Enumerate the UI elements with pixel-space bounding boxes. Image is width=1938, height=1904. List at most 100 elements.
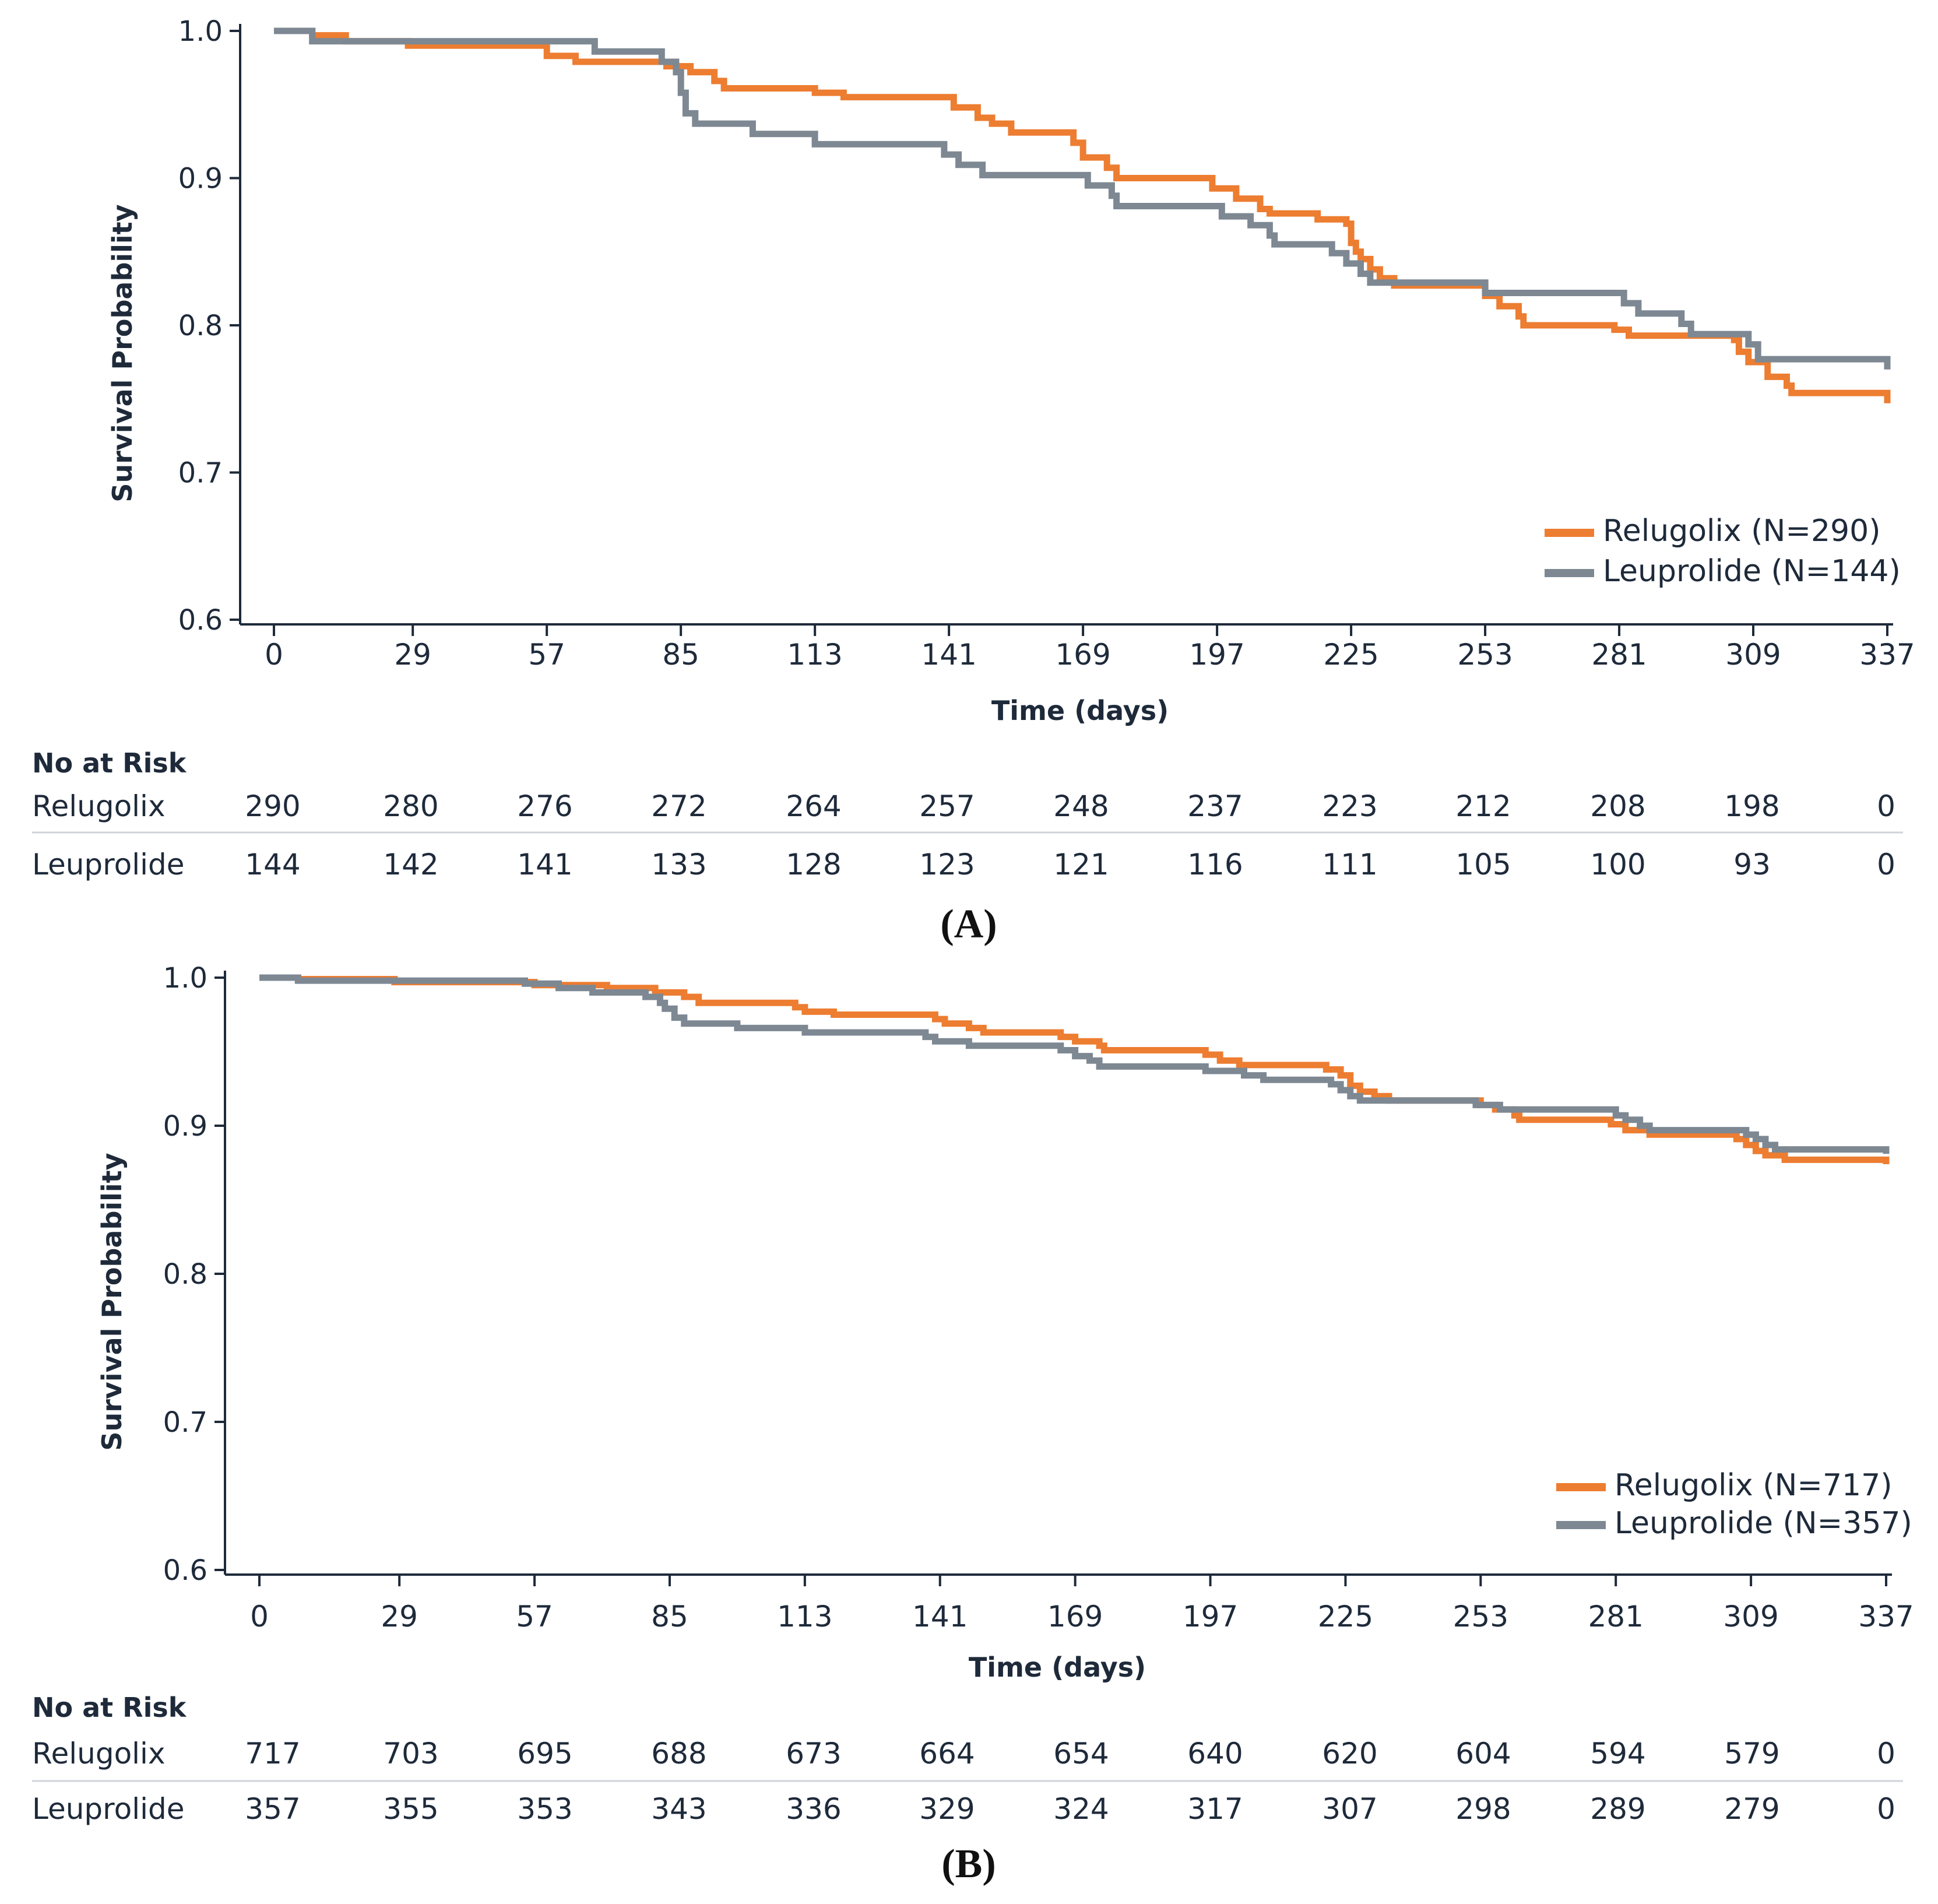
x-tick-label: 113 [777,1600,832,1633]
legend-label-relugolix: Relugolix (N=717) [1615,1468,1893,1503]
risk-value-relugolix: 664 [919,1737,975,1770]
risk-value-relugolix: 276 [517,789,572,823]
risk-value-leuprolide: 355 [383,1792,438,1826]
risk-value-relugolix: 280 [383,789,438,823]
risk-value-relugolix: 673 [786,1737,841,1770]
x-tick-label: 57 [516,1600,553,1633]
x-tick-label: 253 [1457,638,1513,672]
risk-value-leuprolide: 357 [245,1792,300,1826]
y-tick-label: 0.6 [163,1554,207,1587]
x-tick-label: 141 [912,1600,968,1633]
risk-value-relugolix: 717 [245,1737,300,1770]
y-tick-label: 1.0 [163,962,207,995]
risk-value-relugolix: 264 [786,789,841,823]
panel-a-xlabel: Time (days) [991,695,1169,726]
x-tick-label: 281 [1591,638,1647,672]
risk-value-relugolix: 640 [1187,1737,1243,1770]
panel-a-caption: (A) [940,902,997,947]
risk-value-leuprolide: 324 [1053,1792,1109,1826]
risk-value-relugolix: 237 [1187,789,1243,823]
x-tick-label: 85 [662,638,699,672]
x-tick-label: 113 [787,638,842,672]
risk-value-relugolix: 594 [1590,1737,1645,1770]
risk-value-leuprolide: 116 [1187,848,1243,881]
x-tick-label: 197 [1183,1600,1238,1633]
risk-value-leuprolide: 353 [517,1792,572,1826]
series-line-leuprolide [274,27,1891,370]
risk-value-leuprolide: 343 [651,1792,706,1826]
y-tick-label: 0.7 [178,457,223,490]
risk-value-relugolix: 290 [245,789,300,823]
risk-value-leuprolide: 0 [1877,848,1895,881]
panel-b-risk-label-relugolix: Relugolix [32,1737,166,1770]
risk-value-relugolix: 0 [1877,1737,1895,1770]
risk-value-leuprolide: 144 [245,848,300,881]
panel-a-risk-label-leuprolide: Leuprolide [32,848,185,881]
panel-b-risk-title: No at Risk [32,1692,187,1723]
x-tick-label: 169 [1047,1600,1103,1633]
panel-b-caption: (B) [941,1842,996,1887]
risk-value-leuprolide: 111 [1322,848,1377,881]
y-tick-label: 0.8 [163,1258,207,1291]
risk-value-relugolix: 703 [383,1737,438,1770]
legend-label-relugolix: Relugolix (N=290) [1603,514,1881,549]
risk-value-leuprolide: 105 [1455,848,1511,881]
risk-value-leuprolide: 279 [1724,1792,1779,1826]
y-tick-label: 0.9 [163,1110,207,1143]
risk-value-relugolix: 0 [1877,789,1895,823]
risk-value-relugolix: 272 [651,789,706,823]
risk-value-leuprolide: 142 [383,848,438,881]
series-line-relugolix [274,27,1891,403]
y-tick-label: 0.8 [178,310,223,342]
risk-value-relugolix: 223 [1322,789,1377,823]
x-tick-label: 85 [651,1600,688,1633]
y-tick-label: 0.9 [178,163,223,195]
x-tick-label: 0 [265,638,283,672]
risk-value-leuprolide: 307 [1322,1792,1377,1826]
x-tick-label: 253 [1453,1600,1508,1633]
risk-value-leuprolide: 121 [1053,848,1109,881]
risk-value-relugolix: 257 [919,789,975,823]
legend-label-leuprolide: Leuprolide (N=144) [1603,554,1901,589]
risk-value-leuprolide: 329 [919,1792,975,1826]
x-tick-label: 29 [381,1600,418,1633]
legend-label-leuprolide: Leuprolide (N=357) [1615,1506,1912,1541]
x-tick-label: 57 [528,638,565,672]
risk-value-leuprolide: 317 [1187,1792,1243,1826]
x-tick-label: 169 [1055,638,1110,672]
y-tick-label: 1.0 [178,15,223,48]
panel-b-ylabel: Survival Probability [96,1153,128,1450]
x-tick-label: 225 [1323,638,1378,672]
panel-a: Survival Probability Time (days) No at R… [32,15,1915,947]
risk-value-leuprolide: 100 [1590,848,1645,881]
panel-a-risk-title: No at Risk [32,747,187,779]
panel-b-xlabel: Time (days) [969,1652,1146,1683]
risk-value-leuprolide: 123 [919,848,975,881]
y-tick-label: 0.7 [163,1406,207,1439]
x-tick-label: 309 [1725,638,1781,672]
x-tick-label: 0 [250,1600,269,1633]
panel-b: Survival Probability Time (days) No at R… [32,962,1914,1887]
risk-value-relugolix: 248 [1053,789,1109,823]
risk-value-relugolix: 198 [1724,789,1779,823]
x-tick-label: 141 [921,638,976,672]
risk-value-leuprolide: 0 [1877,1792,1895,1826]
panel-b-risk-label-leuprolide: Leuprolide [32,1792,185,1826]
risk-value-relugolix: 688 [651,1737,706,1770]
x-tick-label: 197 [1189,638,1244,672]
risk-value-relugolix: 212 [1455,789,1511,823]
panel-a-ylabel: Survival Probability [107,204,138,502]
risk-value-leuprolide: 336 [786,1792,841,1826]
series-line-relugolix [259,974,1890,1164]
risk-value-relugolix: 695 [517,1737,572,1770]
x-tick-label: 309 [1723,1600,1778,1633]
risk-value-leuprolide: 93 [1733,848,1771,881]
risk-value-relugolix: 654 [1053,1737,1109,1770]
y-tick-label: 0.6 [178,604,223,637]
x-tick-label: 337 [1859,638,1915,672]
x-tick-label: 337 [1858,1600,1914,1633]
risk-value-leuprolide: 133 [651,848,706,881]
risk-value-leuprolide: 141 [517,848,572,881]
risk-value-leuprolide: 298 [1455,1792,1511,1826]
